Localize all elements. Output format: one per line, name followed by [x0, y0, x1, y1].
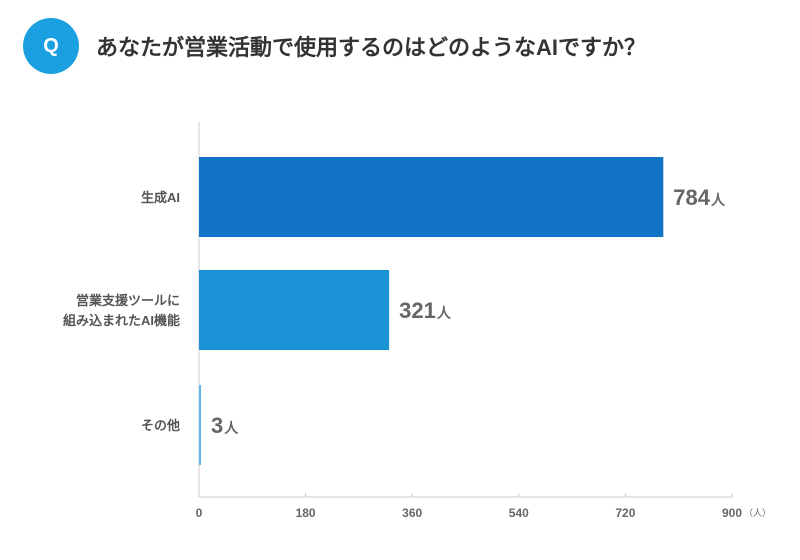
category-label: その他: [141, 418, 180, 433]
bar: [199, 157, 664, 237]
x-tick-label: 180: [296, 506, 316, 520]
value-label: 321人: [399, 298, 452, 323]
value-labels: 784人 321人 3人: [211, 185, 726, 438]
category-label: 営業支援ツールに組み込まれたAI機能: [63, 293, 180, 328]
x-tick-label: 720: [615, 506, 635, 520]
x-tick-label: 0: [196, 506, 203, 520]
value-label: 3人: [211, 413, 239, 438]
value-label: 784人: [673, 185, 726, 210]
x-tick-labels: 0 180 360 540 720 900 （人）: [196, 493, 771, 520]
chart-bars: [199, 157, 664, 465]
bar: [199, 270, 390, 350]
category-label: 生成AI: [141, 190, 180, 205]
x-tick-label: 540: [509, 506, 529, 520]
question-badge: Q: [23, 18, 79, 74]
bar: [199, 385, 201, 465]
x-tick-label: 900: [722, 506, 742, 520]
question-title: あなたが営業活動で使用するのはどのようなAIですか？: [96, 35, 647, 60]
x-tick-label: 360: [402, 506, 422, 520]
x-unit-label: （人）: [744, 508, 771, 518]
